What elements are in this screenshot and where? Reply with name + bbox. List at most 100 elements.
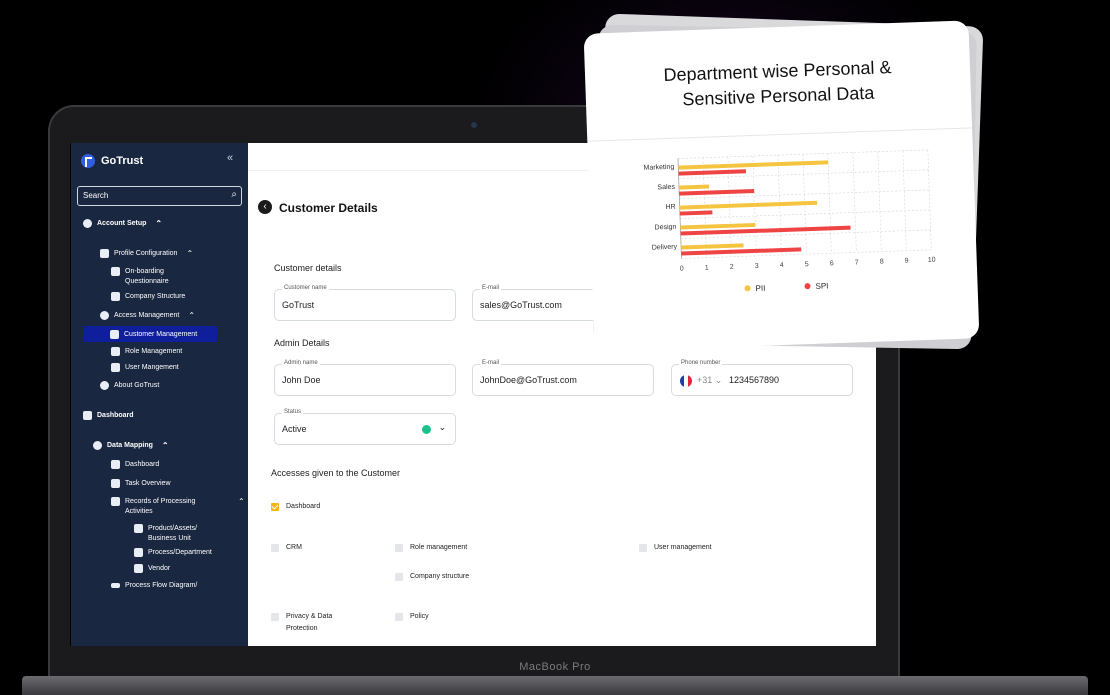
legend-marker [744, 285, 751, 292]
x-tick-label: 0 [680, 265, 684, 272]
x-tick-label: 7 [855, 259, 859, 266]
legend-marker [804, 283, 811, 290]
search-placeholder: Search [83, 191, 109, 200]
grid-line [679, 189, 930, 199]
chevron-down-icon: ⌄ [438, 422, 446, 432]
grid-line [827, 153, 832, 254]
bar-pii [678, 160, 829, 170]
sidebar-item-customer-management[interactable]: Customer Management [83, 326, 217, 342]
admin-name-field[interactable]: Admin name John Doe [274, 360, 456, 396]
status-indicator [422, 425, 431, 434]
gotrust-logo-icon [81, 154, 95, 168]
bar-spi [679, 188, 755, 196]
sidebar-item-profile-configuration[interactable]: Profile Configuration ⌃ [100, 249, 193, 258]
bar-pii [678, 184, 710, 190]
sidebar-item-onboarding-questionnaire[interactable]: On-boarding Questionnaire [111, 267, 195, 287]
sidebar-item-company-structure[interactable]: Company Structure [111, 292, 185, 301]
back-button[interactable]: ‹ [258, 200, 272, 214]
sidebar-item-access-management[interactable]: Access Management ⌃ [100, 311, 195, 320]
grid-line [677, 149, 928, 159]
sidebar-item-product-assets[interactable]: Product/Assets/ Business Unit [134, 524, 210, 544]
sidebar-item-user-management[interactable]: User Mangement [111, 363, 179, 372]
access-crm-checkbox[interactable]: CRM [271, 542, 302, 554]
bar-pii [680, 222, 756, 230]
netherlands-flag-icon [680, 375, 692, 387]
x-tick-label: 4 [780, 262, 784, 269]
access-user-management-checkbox[interactable]: User management [639, 542, 712, 554]
x-tick-label: 2 [730, 264, 734, 271]
sidebar-item-about[interactable]: About GoTrust [100, 381, 159, 390]
users-gear-icon [83, 219, 92, 228]
sidebar-item-dashboard[interactable]: Dashboard [83, 411, 134, 420]
x-tick-label: 10 [928, 257, 936, 264]
sidebar-item-process-flow[interactable]: Process Flow Diagram/ [111, 582, 197, 589]
sidebar-item-role-management[interactable]: Role Management [111, 347, 182, 356]
access-dashboard-checkbox[interactable]: Dashboard [271, 501, 320, 513]
chevron-up-icon: ⌃ [186, 249, 194, 258]
laptop-base [22, 676, 1088, 695]
sidebar-item-task-overview[interactable]: Task Overview [111, 479, 171, 488]
category-label: Delivery [652, 244, 678, 252]
category-label: Sales [657, 184, 675, 192]
access-privacy-checkbox[interactable]: Privacy & Data Protection [271, 611, 350, 635]
document-icon [111, 267, 120, 276]
user-card-icon [111, 347, 120, 356]
bar-chart: 0 1 2 3 4 5 6 7 8 9 10 Marketing Sales HR Design Delive… [643, 149, 936, 293]
camera [471, 122, 477, 128]
user-card-icon [110, 329, 119, 339]
country-code-select[interactable]: +31 ⌄ [697, 375, 723, 385]
x-tick-label: 5 [805, 261, 809, 268]
network-icon [93, 441, 102, 450]
x-tick-label: 1 [705, 265, 709, 272]
app-name: GoTrust [101, 155, 144, 167]
checkbox-checked [271, 503, 279, 511]
access-company-structure-checkbox[interactable]: Company structure [395, 571, 469, 583]
phone-number-field[interactable]: Phone number +31 ⌄ 1234567890 [671, 360, 853, 396]
search-input[interactable]: Search ⌕ [77, 186, 242, 206]
logo[interactable]: GoTrust [81, 154, 143, 168]
task-icon [111, 479, 120, 488]
sidebar-item-vendor[interactable]: Vendor [134, 564, 170, 573]
grid-line [681, 249, 932, 259]
page-title: Customer Details [279, 201, 378, 215]
admin-email-field[interactable]: E-mail JohnDoe@GoTrust.com [472, 360, 654, 396]
building-icon [100, 249, 109, 258]
search-icon[interactable]: ⌕ [231, 189, 237, 200]
user-card-icon [111, 363, 120, 372]
main-content: ‹ Customer Details Customer details Cust… [248, 143, 876, 646]
status-select[interactable]: Status Active ⌄ [274, 409, 456, 445]
user-key-icon [100, 311, 109, 320]
sidebar-item-data-mapping[interactable]: Data Mapping ⌃ [93, 441, 169, 450]
access-policy-checkbox[interactable]: Policy [395, 611, 429, 623]
collapse-sidebar-icon[interactable]: « [227, 152, 234, 164]
sidebar-item-records-processing[interactable]: Records of Processing Activities ⌃ [111, 497, 245, 517]
device-label: MacBook Pro [519, 661, 591, 673]
grid-line [680, 209, 930, 219]
grid-line [852, 152, 857, 253]
grid-line [902, 150, 907, 251]
category-label: Marketing [643, 164, 674, 172]
x-tick-label: 9 [905, 258, 909, 265]
legend-label: SPI [815, 281, 828, 290]
customer-name-field[interactable]: Customer name GoTrust [274, 285, 456, 321]
sidebar-item-account-setup[interactable]: Account Setup ⌃ [83, 219, 162, 228]
x-tick-label: 6 [830, 260, 834, 267]
bar-spi [678, 169, 747, 176]
info-icon [100, 381, 109, 390]
x-tick-label: 8 [880, 258, 884, 265]
bar-spi [681, 247, 802, 256]
x-tick-label: 3 [755, 263, 759, 270]
sidebar-item-dm-dashboard[interactable]: Dashboard [111, 460, 159, 469]
customer-details-heading: Customer details [274, 263, 342, 273]
grid-icon [111, 460, 120, 469]
org-chart-icon [111, 292, 120, 301]
sidebar-item-process-department[interactable]: Process/Department [134, 548, 212, 557]
document-icon [134, 524, 143, 533]
chevron-up-icon: ⌃ [161, 441, 169, 450]
chevron-up-icon: ⌃ [188, 311, 196, 320]
access-role-management-checkbox[interactable]: Role management [395, 542, 467, 554]
grid-line [927, 149, 932, 250]
grid-line [877, 151, 882, 252]
chart-card: Department wise Personal & Sensitive Per… [583, 20, 980, 352]
sidebar: GoTrust « Search ⌕ Account Setup ⌃ Profi… [71, 143, 248, 646]
